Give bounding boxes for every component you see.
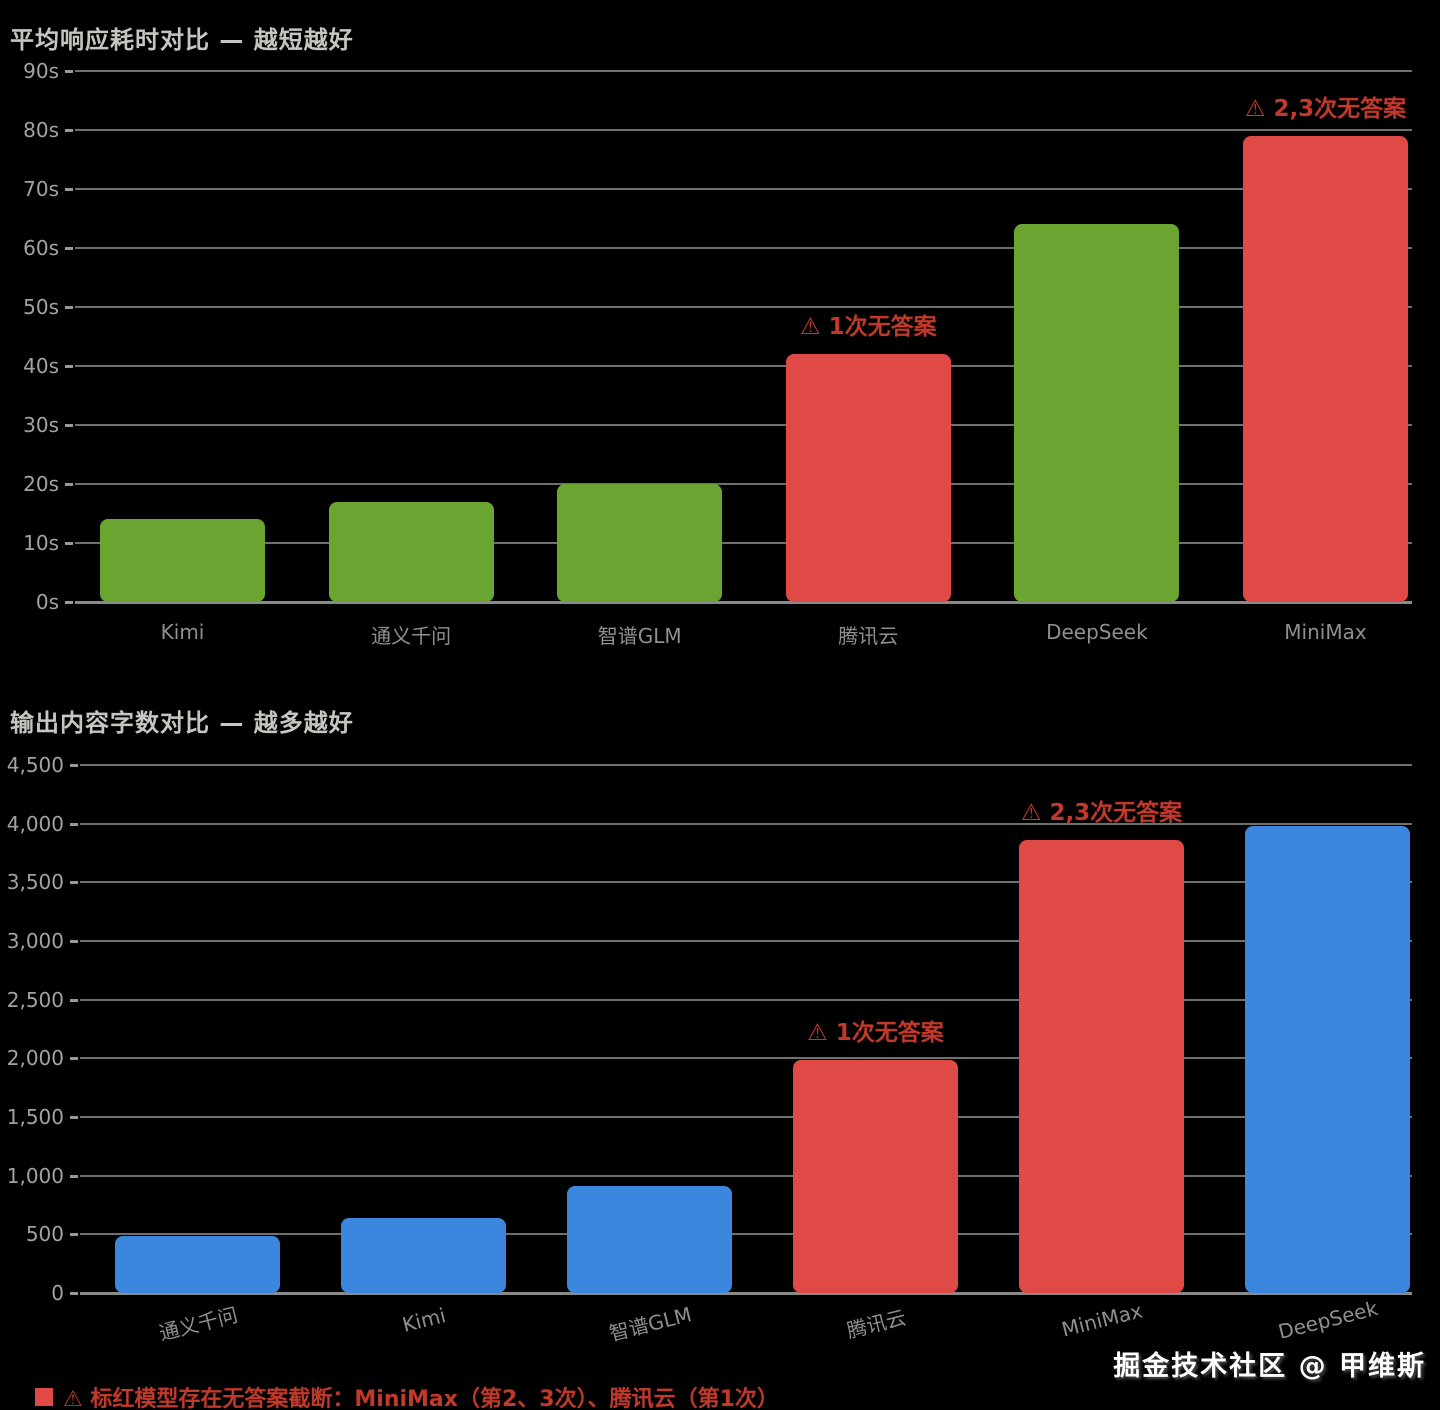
bar-腾讯云 xyxy=(793,1059,958,1293)
x-axis-label: MiniMax xyxy=(1058,1298,1145,1342)
gridline xyxy=(80,940,1412,942)
y-axis-tick xyxy=(65,424,73,427)
y-tick-label: 80s xyxy=(23,118,59,142)
x-axis-label: MiniMax xyxy=(1284,620,1367,644)
watermark: 掘金技术社区 @ 甲维斯 xyxy=(1095,1338,1440,1393)
x-axis-baseline xyxy=(80,1292,1412,1295)
bar-MiniMax xyxy=(1019,840,1184,1293)
y-axis-tick xyxy=(70,1174,78,1178)
y-axis-tick xyxy=(65,70,73,73)
warning-annotation: ⚠ 1次无答案 xyxy=(807,1019,944,1046)
bar-DeepSeek xyxy=(1014,224,1180,602)
x-axis-label: DeepSeek xyxy=(1046,620,1148,644)
bar-Kimi xyxy=(100,519,265,602)
bar-腾讯云 xyxy=(785,354,951,602)
y-tick-label: 3,500 xyxy=(6,870,64,895)
gridline xyxy=(75,424,1412,426)
y-tick-label: 0s xyxy=(35,590,59,614)
chart2-title: 输出内容字数对比 — 越多越好 xyxy=(10,709,354,737)
gridline xyxy=(75,483,1412,485)
gridline xyxy=(75,306,1412,308)
gridline xyxy=(80,881,1412,884)
warning-annotation: ⚠ 2,3次无答案 xyxy=(1020,800,1183,827)
y-tick-label: 50s xyxy=(23,295,59,319)
x-axis-label: 通义千问 xyxy=(156,1302,240,1346)
y-tick-label: 10s xyxy=(23,531,59,555)
y-tick-label: 20s xyxy=(23,472,59,496)
footnote: ⚠ 标红模型存在无答案截断：MiniMax（第2、3次）、腾讯云（第1次） xyxy=(35,1381,779,1410)
x-axis-label: DeepSeek xyxy=(1275,1296,1380,1344)
y-tick-label: 4,500 xyxy=(6,753,64,777)
y-tick-label: 90s xyxy=(23,59,59,83)
gridline xyxy=(75,542,1412,544)
y-axis-tick xyxy=(70,1233,78,1237)
gridline xyxy=(75,188,1412,190)
gridline xyxy=(80,1116,1412,1118)
bar-通义千问 xyxy=(115,1235,280,1293)
x-axis-baseline xyxy=(75,601,1412,604)
gridline xyxy=(80,1057,1412,1060)
y-axis-tick xyxy=(65,188,73,191)
x-axis-label: 通义千问 xyxy=(371,624,452,648)
bar-通义千问 xyxy=(328,501,494,602)
x-axis-label: 智谱GLM xyxy=(606,1302,694,1346)
y-tick-label: 70s xyxy=(23,177,59,201)
y-axis-tick xyxy=(65,129,73,132)
gridline xyxy=(80,764,1412,766)
x-axis-label: Kimi xyxy=(160,620,205,644)
y-axis-tick xyxy=(70,940,78,943)
x-axis-label: 腾讯云 xyxy=(838,624,899,648)
y-axis-tick xyxy=(70,1057,78,1061)
y-tick-label: 1,000 xyxy=(6,1163,64,1188)
y-axis-tick xyxy=(70,881,78,885)
y-tick-label: 500 xyxy=(25,1222,64,1247)
y-tick-label: 40s xyxy=(23,354,59,378)
y-tick-label: 3,000 xyxy=(6,929,64,953)
y-tick-label: 2,000 xyxy=(6,1046,64,1071)
y-tick-label: 2,500 xyxy=(6,987,64,1012)
y-axis-tick xyxy=(65,483,73,486)
gridline xyxy=(80,1233,1412,1236)
y-axis-tick xyxy=(70,1116,78,1119)
y-tick-label: 4,000 xyxy=(6,811,64,836)
warning-annotation: ⚠ 2,3次无答案 xyxy=(1244,95,1407,122)
y-axis-tick xyxy=(70,1292,78,1295)
gridline xyxy=(80,822,1412,825)
bar-MiniMax xyxy=(1243,135,1408,602)
bar-Kimi xyxy=(341,1217,506,1293)
y-tick-label: 1,500 xyxy=(6,1105,64,1129)
red-swatch-icon xyxy=(35,1388,53,1406)
bar-DeepSeek xyxy=(1245,826,1410,1293)
gridline xyxy=(80,998,1412,1001)
gridline xyxy=(75,247,1412,249)
footnote-text: ⚠ 标红模型存在无答案截断：MiniMax（第2、3次）、腾讯云（第1次） xyxy=(63,1387,779,1410)
gridline xyxy=(75,70,1412,72)
gridline xyxy=(80,1174,1412,1177)
y-axis-tick xyxy=(65,542,73,545)
chart1-title: 平均响应耗时对比 — 越短越好 xyxy=(10,26,354,54)
x-axis-label: 腾讯云 xyxy=(843,1305,908,1343)
bar-智谱GLM xyxy=(567,1185,732,1293)
y-axis-tick xyxy=(65,247,73,250)
y-tick-label: 60s xyxy=(23,236,59,260)
y-axis-tick xyxy=(65,601,73,604)
gridline xyxy=(75,129,1412,131)
y-tick-label: 30s xyxy=(23,413,59,437)
gridline xyxy=(75,365,1412,367)
y-axis-tick xyxy=(70,822,78,826)
bar-智谱GLM xyxy=(557,484,723,602)
y-axis-tick xyxy=(70,998,78,1002)
y-axis-tick xyxy=(65,306,73,309)
x-axis-label: 智谱GLM xyxy=(597,624,682,648)
warning-annotation: ⚠ 1次无答案 xyxy=(799,314,937,341)
y-tick-label: 0 xyxy=(51,1281,64,1305)
y-axis-tick xyxy=(65,365,73,368)
x-axis-label: Kimi xyxy=(399,1303,448,1337)
y-axis-tick xyxy=(70,764,78,767)
